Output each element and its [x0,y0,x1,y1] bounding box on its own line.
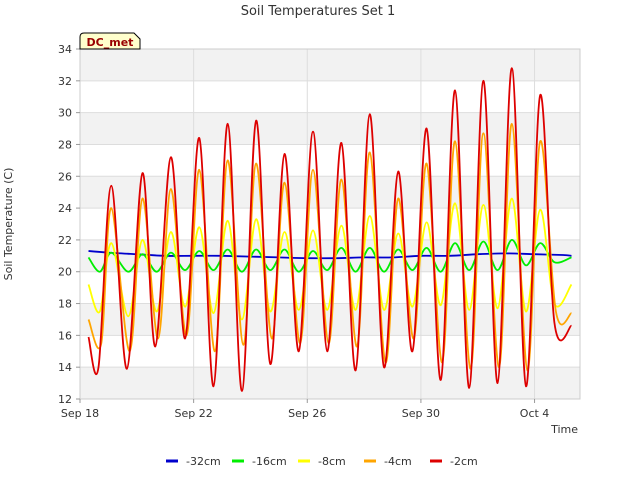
station-label: DC_met [87,36,134,49]
series-layer [87,67,573,392]
y-tick-label: 32 [58,75,72,88]
y-axis-label: Soil Temperature (C) [2,168,15,281]
y-tick-label: 30 [58,107,72,120]
background-band [80,367,580,399]
y-tick-label: 12 [58,393,72,406]
x-tick-label: Oct 4 [520,407,550,420]
legend-label: -32cm [186,455,221,468]
y-tick-label: 26 [58,170,72,183]
y-tick-label: 16 [58,329,72,342]
y-tick-label: 18 [58,298,72,311]
plot-frame [79,48,581,400]
chart-title: Soil Temperatures Set 1 [241,4,396,19]
y-tick-label: 22 [58,234,72,247]
y-tick-label: 24 [58,202,72,215]
legend: -32cm -16cm -8cm -4cm -2cm [166,455,478,468]
station-label-box: DC_met [79,32,141,50]
x-tick-label: Sep 18 [61,407,99,420]
series-line-minus-16cm [87,239,572,273]
series-line-minus-8cm [87,197,573,321]
y-tick-label: 28 [58,138,72,151]
x-tick-label: Sep 30 [402,407,440,420]
x-tick-label: Sep 22 [175,407,213,420]
background-band [80,112,580,145]
y-axis-ticks: 12 14 16 18 20 22 24 26 28 30 32 34 [58,43,80,406]
y-tick-label: 20 [58,266,72,279]
background-band [80,176,580,209]
x-tick-label: Sep 26 [288,407,326,420]
legend-label: -4cm [384,455,412,468]
y-tick-label: 34 [58,43,72,56]
y-tick-label: 14 [58,361,72,374]
series-line-minus-2cm [87,67,573,392]
legend-label: -2cm [450,455,478,468]
legend-label: -16cm [252,455,287,468]
x-axis-ticks: Sep 18 Sep 22 Sep 26 Sep 30 Oct 4 [61,399,549,420]
background-band [80,49,580,81]
legend-label: -8cm [318,455,346,468]
x-axis-label: Time [550,423,578,436]
